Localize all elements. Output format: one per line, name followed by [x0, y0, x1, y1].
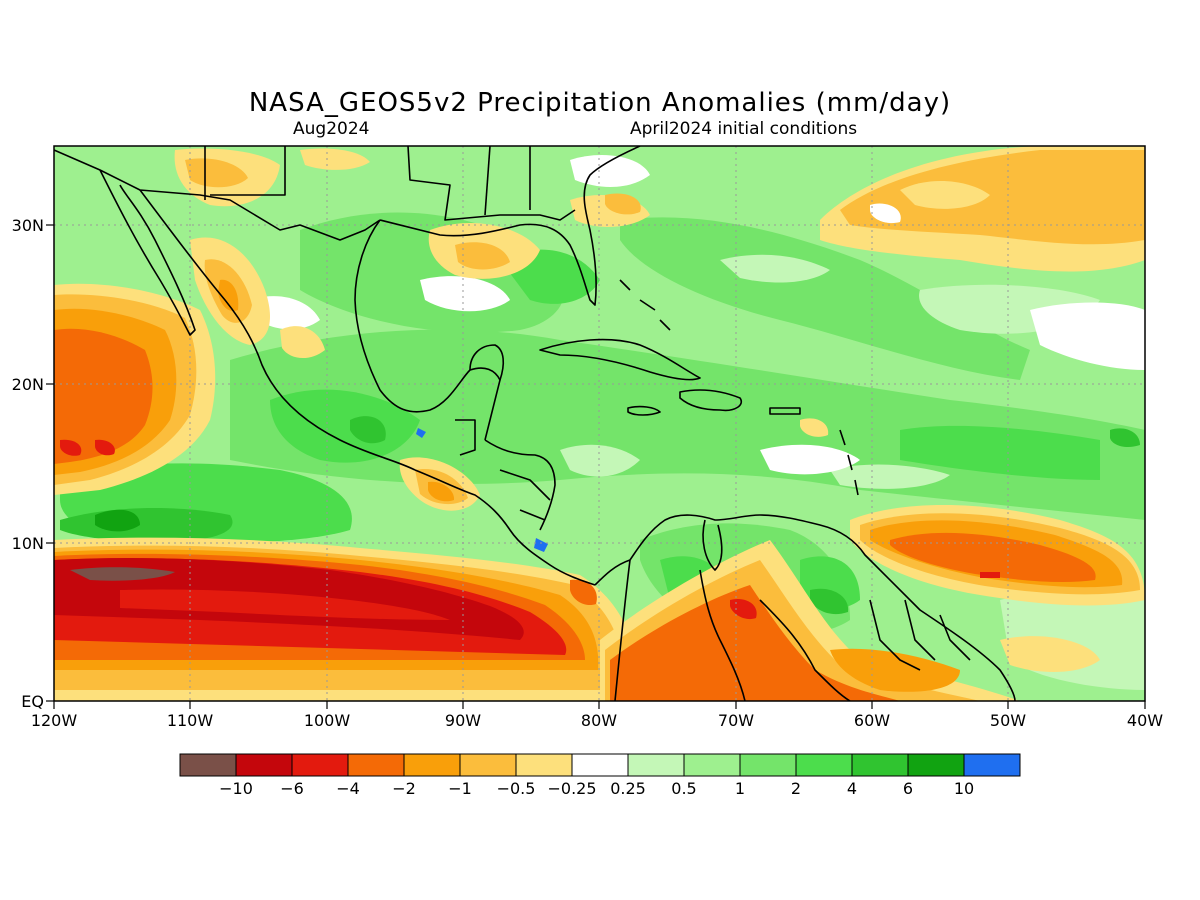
colorbar-swatch [291, 753, 349, 777]
axis-ticks [46, 224, 1146, 709]
colorbar-swatch [683, 753, 741, 777]
x-tick-label: 40W [1127, 711, 1163, 730]
colorbar-label: 2 [791, 779, 801, 798]
x-tick-label: 50W [990, 711, 1026, 730]
colorbar-label: 1 [735, 779, 745, 798]
colorbar-swatch [403, 753, 461, 777]
colorbar-label: −0.25 [547, 779, 596, 798]
y-tick-label: EQ [21, 692, 44, 711]
x-tick-label: 100W [304, 711, 351, 730]
extreme-positive-zones [95, 509, 140, 532]
colorbar-legend: −10 −6 −4 −2 −1 −0.5 −0.25 0.25 0.5 1 2 4 6 10 [179, 753, 1021, 798]
y-tick-label: 30N [12, 216, 44, 235]
colorbar-swatch [795, 753, 853, 777]
colorbar-label: −0.5 [497, 779, 536, 798]
colorbar-label: 4 [847, 779, 857, 798]
colorbar-swatch [851, 753, 909, 777]
colorbar-label: 0.5 [671, 779, 696, 798]
very-strong-positive-zones [60, 416, 1140, 615]
x-tick-label: 60W [854, 711, 890, 730]
x-tick-label: 80W [581, 711, 617, 730]
colorbar-label: −1 [448, 779, 472, 798]
anomaly-field [54, 146, 1145, 701]
colorbar-label: 0.25 [610, 779, 646, 798]
x-tick-label: 110W [167, 711, 214, 730]
colorbar-label: 6 [903, 779, 913, 798]
map-subtitle-init: April2024 initial conditions [630, 119, 857, 139]
colorbar-swatch [347, 753, 405, 777]
colorbar-label: −6 [280, 779, 304, 798]
y-tick-label: 20N [12, 375, 44, 394]
negative-anomaly-mexico [190, 237, 829, 511]
x-tick-label: 120W [31, 711, 78, 730]
colorbar-swatch [235, 753, 293, 777]
colorbar-label: −10 [219, 779, 253, 798]
colorbar-swatch [515, 753, 573, 777]
peak-positive-zones [416, 428, 548, 552]
y-tick-label: 10N [12, 534, 44, 553]
map-subtitle-date: Aug2024 [293, 119, 369, 139]
colorbar-swatch [571, 753, 629, 777]
negative-anomaly-atlantic [850, 505, 1145, 606]
negative-anomaly-gulf [174, 148, 650, 279]
negative-anomaly-south-america [600, 540, 1100, 701]
x-tick-labels: 120W 110W 100W 90W 80W 70W 60W 50W 40W [31, 711, 1163, 730]
y-tick-labels: EQ 10N 20N 30N [12, 216, 44, 711]
colorbar-swatch [459, 753, 517, 777]
colorbar-swatch [627, 753, 685, 777]
colorbar-swatch [739, 753, 797, 777]
colorbar-label: −4 [336, 779, 360, 798]
colorbar-label: −2 [392, 779, 416, 798]
x-tick-label: 90W [445, 711, 481, 730]
colorbar-label: 10 [954, 779, 974, 798]
colorbar-swatch [907, 753, 965, 777]
negative-anomaly-pacific [54, 283, 216, 495]
x-tick-label: 70W [718, 711, 754, 730]
map-title: NASA_GEOS5v2 Precipitation Anomalies (mm… [249, 88, 951, 118]
colorbar-swatch [963, 753, 1021, 777]
negative-anomaly-ne [820, 146, 1145, 272]
coastlines [54, 146, 1016, 701]
colorbar-swatch [179, 753, 237, 777]
